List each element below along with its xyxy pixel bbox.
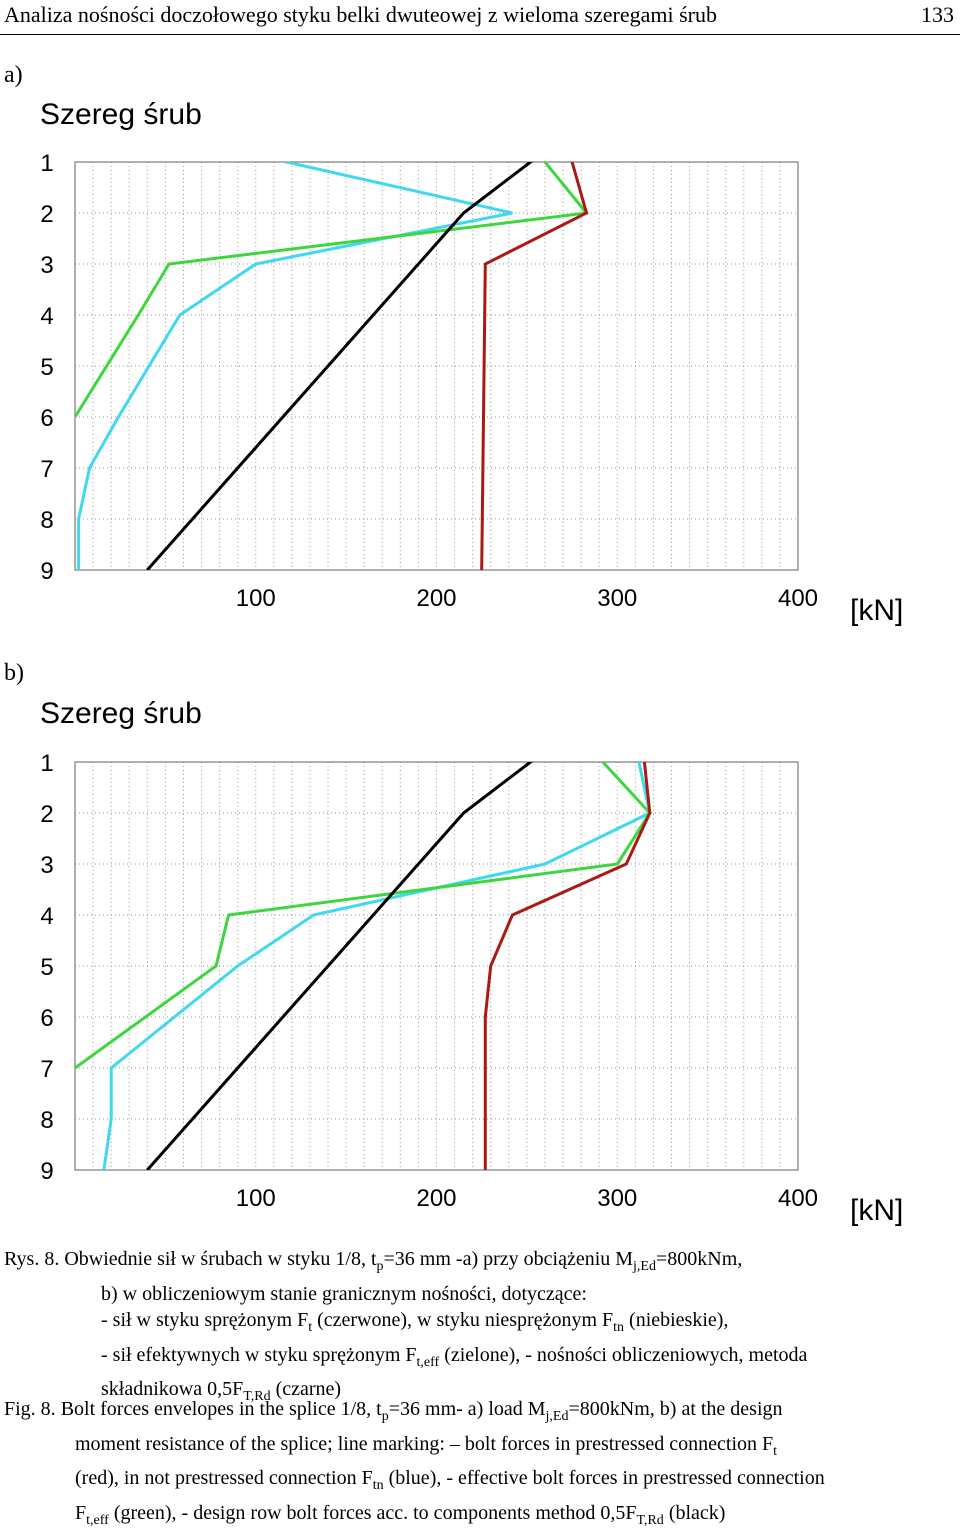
caption-en-line-3: (red), in not prestressed connection Ftn… bbox=[4, 1465, 954, 1500]
y-tick-label: 9 bbox=[40, 1158, 53, 1185]
series-line bbox=[79, 152, 513, 570]
page-header: Analiza nośności doczołowego styku belki… bbox=[0, 0, 960, 35]
y-tick-label: 2 bbox=[40, 801, 53, 828]
x-tick-label: 100 bbox=[236, 1185, 276, 1212]
y-tick-label: 8 bbox=[40, 507, 53, 534]
y-tick-label: 4 bbox=[40, 303, 53, 330]
y-tick-label: 5 bbox=[40, 354, 53, 381]
panel-b-label: b) bbox=[4, 660, 24, 687]
y-tick-label: 6 bbox=[40, 1005, 53, 1032]
y-tick-label: 3 bbox=[40, 852, 53, 879]
caption-en-line-2: moment resistance of the splice; line ma… bbox=[4, 1431, 954, 1466]
x-tick-label: 400 bbox=[778, 1185, 818, 1212]
series-line bbox=[485, 752, 650, 1170]
x-tick-label: 300 bbox=[597, 1185, 637, 1212]
caption-pl-line-1: Rys. 8. Obwiednie sił w śrubach w styku … bbox=[4, 1246, 954, 1281]
y-tick-label: 7 bbox=[40, 1056, 53, 1083]
x-tick-label: 400 bbox=[778, 585, 818, 612]
page-number: 133 bbox=[921, 2, 954, 28]
x-unit-label: [kN] bbox=[850, 1194, 903, 1227]
caption-pl-line-2: b) w obliczeniowym stanie granicznym noś… bbox=[4, 1281, 954, 1308]
chart-a: 1 2 3 4 5 6 7 8 9 100 200 300 400 [kN] bbox=[0, 140, 960, 630]
x-tick-label: 100 bbox=[236, 585, 276, 612]
panel-a-axis-title: Szereg śrub bbox=[40, 98, 202, 132]
panel-a-label: a) bbox=[4, 62, 23, 89]
caption-pl-line-4: - sił efektywnych w styku sprężonym Ft,e… bbox=[4, 1342, 954, 1377]
y-tick-label: 2 bbox=[40, 201, 53, 228]
header-title: Analiza nośności doczołowego styku belki… bbox=[4, 2, 717, 28]
x-tick-label: 200 bbox=[416, 585, 456, 612]
y-tick-label: 1 bbox=[40, 150, 53, 177]
x-unit-label: [kN] bbox=[850, 594, 903, 627]
series-line bbox=[75, 752, 650, 1068]
series-line bbox=[104, 752, 650, 1170]
y-tick-label: 5 bbox=[40, 954, 53, 981]
chart-b: 1 2 3 4 5 6 7 8 9 100 200 300 400 [kN] bbox=[0, 740, 960, 1230]
caption-en-line-4: Ft,eff (green), - design row bolt forces… bbox=[4, 1500, 954, 1534]
y-tick-label: 6 bbox=[40, 405, 53, 432]
caption-en-line-1: Fig. 8. Bolt forces envelopes in the spl… bbox=[4, 1396, 954, 1431]
caption-polish: Rys. 8. Obwiednie sił w śrubach w styku … bbox=[4, 1246, 954, 1411]
caption-english: Fig. 8. Bolt forces envelopes in the spl… bbox=[4, 1396, 954, 1534]
y-tick-label: 1 bbox=[40, 750, 53, 777]
caption-pl-line-3: - sił w styku sprężonym Ft (czerwone), w… bbox=[4, 1307, 954, 1342]
y-tick-label: 3 bbox=[40, 252, 53, 279]
y-tick-label: 9 bbox=[40, 558, 53, 585]
y-tick-label: 7 bbox=[40, 456, 53, 483]
panel-b-axis-title: Szereg śrub bbox=[40, 697, 202, 731]
y-tick-label: 4 bbox=[40, 903, 53, 930]
series-line bbox=[75, 152, 587, 417]
x-tick-label: 300 bbox=[597, 585, 637, 612]
y-tick-label: 8 bbox=[40, 1107, 53, 1134]
x-tick-label: 200 bbox=[416, 1185, 456, 1212]
